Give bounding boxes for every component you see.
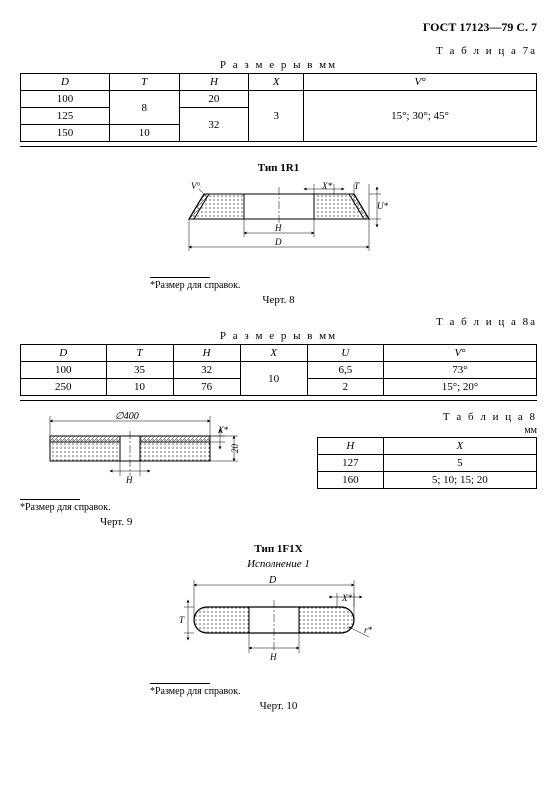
table7a-caption: Р а з м е р ы в мм xyxy=(20,59,537,71)
svg-text:T: T xyxy=(354,181,360,191)
svg-text:X*: X* xyxy=(321,181,332,191)
fig10-subtitle: Исполнение 1 xyxy=(20,558,537,570)
cell: 6,5 xyxy=(307,362,383,379)
col: T xyxy=(106,345,173,362)
col: D xyxy=(21,345,107,362)
cell: 15°; 30°; 45° xyxy=(304,91,537,142)
col-h: H xyxy=(179,74,249,91)
cell: 76 xyxy=(173,379,240,396)
cell: 15°; 20° xyxy=(384,379,537,396)
table8a-caption: Р а з м е р ы в мм xyxy=(20,330,537,342)
fig10-diagram: D X* T r* H xyxy=(20,575,537,678)
page-header: ГОСТ 17123—79 С. 7 xyxy=(20,20,537,35)
cell: 20 xyxy=(179,91,249,108)
fig8-title: Тип 1R1 xyxy=(20,162,537,174)
fig9-diagram: ∅400 X* 20 H xyxy=(20,411,250,491)
cell: 32 xyxy=(173,362,240,379)
svg-text:H: H xyxy=(125,475,133,485)
col-x: X xyxy=(249,74,304,91)
table8-label: Т а б л и ц а 8 xyxy=(317,411,537,423)
cell: 32 xyxy=(179,108,249,142)
table8-block: Т а б л и ц а 8 мм H X 127 5 160 5; 10; … xyxy=(317,411,537,489)
rule xyxy=(20,146,537,147)
cell: 5; 10; 15; 20 xyxy=(383,472,536,489)
cell: 100 xyxy=(21,91,110,108)
cell: 160 xyxy=(318,472,384,489)
svg-text:∅400: ∅400 xyxy=(115,411,139,422)
fig10-caption: Черт. 10 xyxy=(20,700,537,712)
fig10-title: Тип 1F1X xyxy=(20,543,537,555)
cell: 35 xyxy=(106,362,173,379)
svg-text:r*: r* xyxy=(364,625,373,635)
table7a-label: Т а б л и ц а 7а xyxy=(20,45,537,57)
svg-text:H: H xyxy=(269,652,277,662)
fig8-caption: Черт. 8 xyxy=(20,294,537,306)
svg-text:D: D xyxy=(268,575,277,586)
col: X xyxy=(383,438,536,455)
cell: 150 xyxy=(21,125,110,142)
fig9-caption: Черт. 9 xyxy=(100,516,250,528)
fig9-block: ∅400 X* 20 H *Размер для справок. Черт. … xyxy=(20,411,250,528)
cell: 10 xyxy=(240,362,307,396)
col: H xyxy=(318,438,384,455)
fig8-footnote: *Размер для справок. xyxy=(150,277,537,291)
cell: 73° xyxy=(384,362,537,379)
col-v: V° xyxy=(304,74,537,91)
cell: 8 xyxy=(109,91,179,125)
fig10-footnote: *Размер для справок. xyxy=(150,683,537,697)
col-t: T xyxy=(109,74,179,91)
cell: 5 xyxy=(383,455,536,472)
col: V° xyxy=(384,345,537,362)
svg-text:U*: U* xyxy=(377,201,388,211)
col: H xyxy=(173,345,240,362)
cell: 127 xyxy=(318,455,384,472)
table8a-label: Т а б л и ц а 8а xyxy=(20,316,537,328)
svg-text:X*: X* xyxy=(217,425,228,435)
cell: 2 xyxy=(307,379,383,396)
svg-text:D: D xyxy=(274,237,282,247)
table-8: H X 127 5 160 5; 10; 15; 20 xyxy=(317,437,537,489)
svg-text:20: 20 xyxy=(230,444,240,454)
svg-text:T: T xyxy=(179,615,185,625)
cell: 3 xyxy=(249,91,304,142)
table-8a: D T H X U V° 100 35 32 10 6,5 73° 250 10… xyxy=(20,344,537,396)
rule xyxy=(20,400,537,401)
col: X xyxy=(240,345,307,362)
col: U xyxy=(307,345,383,362)
cell: 250 xyxy=(21,379,107,396)
svg-text:X*: X* xyxy=(341,593,352,603)
svg-text:H: H xyxy=(274,223,282,233)
cell: 10 xyxy=(106,379,173,396)
fig8-diagram: V° X* T U* H D xyxy=(20,179,537,272)
table-7a: D T H X V° 100 8 20 3 15°; 30°; 45° 125 … xyxy=(20,73,537,142)
svg-text:V°: V° xyxy=(191,181,200,191)
cell: 125 xyxy=(21,108,110,125)
mm-label: мм xyxy=(317,425,537,436)
cell: 10 xyxy=(109,125,179,142)
col-d: D xyxy=(21,74,110,91)
cell: 100 xyxy=(21,362,107,379)
fig9-footnote: *Размер для справок. xyxy=(20,499,250,513)
